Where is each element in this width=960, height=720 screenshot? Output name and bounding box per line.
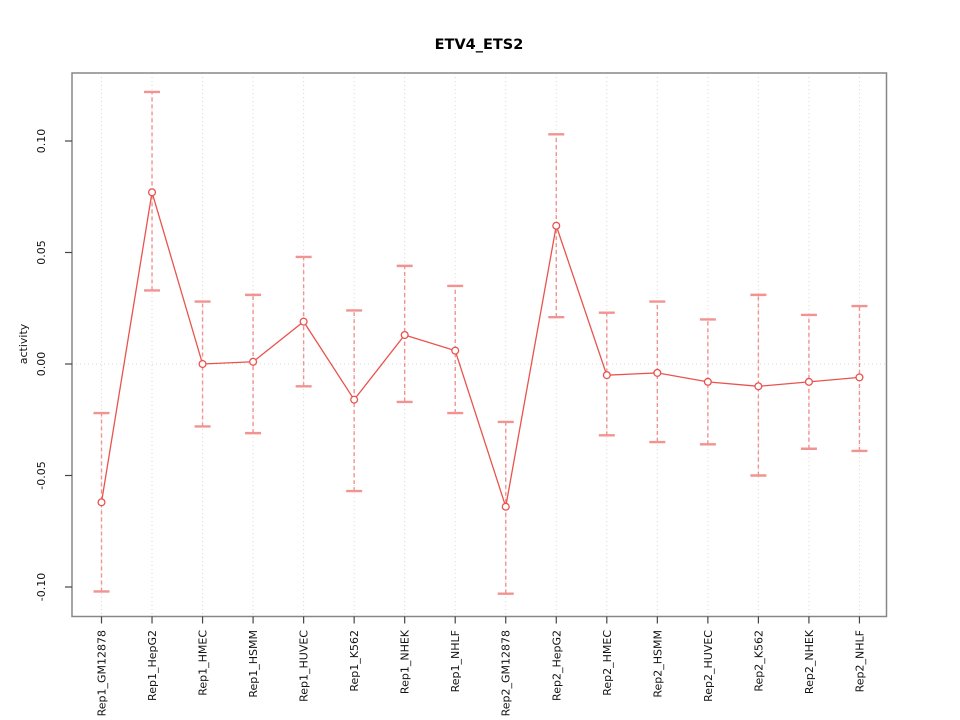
x-tick-label: Rep1_HMEC (197, 630, 210, 696)
gridlines (72, 73, 887, 617)
data-point (299, 317, 308, 326)
x-tick-label: Rep2_HUVEC (702, 630, 715, 702)
x-tick-label: Rep2_NHLF (853, 630, 866, 692)
data-point (198, 359, 207, 369)
data-point (97, 498, 106, 507)
y-tick-label: 0.05 (35, 240, 48, 265)
x-tick-label: Rep1_NHLF (449, 630, 462, 692)
plot-box (71, 72, 888, 618)
x-tick-label: Rep2_NHEK (803, 629, 816, 694)
axes: -0.10 -0.05 0.00 0.05 0.10 Rep1_GM12878 Rep1_H… (35, 72, 888, 716)
x-tick-label: Rep1_HUVEC (298, 630, 311, 702)
data-point (350, 395, 359, 404)
x-tick-label: Rep1_HSMM (247, 630, 260, 698)
data-point (754, 382, 763, 391)
y-tick-label: 0.00 (35, 352, 48, 377)
x-tick-label: Rep1_NHEK (399, 629, 412, 694)
chart-title: ETV4_ETS2 (435, 37, 524, 53)
x-tick-label: Rep2_K562 (752, 630, 765, 692)
data-point (703, 377, 712, 386)
y-tick-label: -0.05 (35, 461, 48, 489)
data-point (855, 373, 864, 382)
x-tick-label: Rep1_K562 (348, 630, 361, 692)
x-tick-label: Rep2_HMEC (601, 630, 614, 696)
y-tick-label: 0.10 (35, 129, 48, 154)
data-point (451, 346, 460, 355)
data-point (147, 188, 157, 197)
x-tick-label: Rep1_HepG2 (146, 630, 159, 701)
data-point (602, 371, 611, 380)
data-point (653, 368, 662, 377)
data-point (804, 377, 813, 386)
x-tick-label: Rep1_GM12878 (96, 630, 109, 716)
y-tick-label: -0.10 (35, 573, 48, 601)
data-point (501, 502, 510, 511)
data-point (249, 357, 258, 366)
x-tick-label: Rep2_GM12878 (500, 630, 513, 716)
series-line (100, 192, 860, 507)
x-tick-label: Rep2_HSMM (651, 630, 664, 698)
y-axis-label: activity (17, 323, 30, 364)
data-point (552, 221, 561, 230)
error-bar-series (93, 90, 868, 595)
data-point (400, 330, 409, 340)
x-tick-label: Rep2_HepG2 (550, 630, 563, 701)
